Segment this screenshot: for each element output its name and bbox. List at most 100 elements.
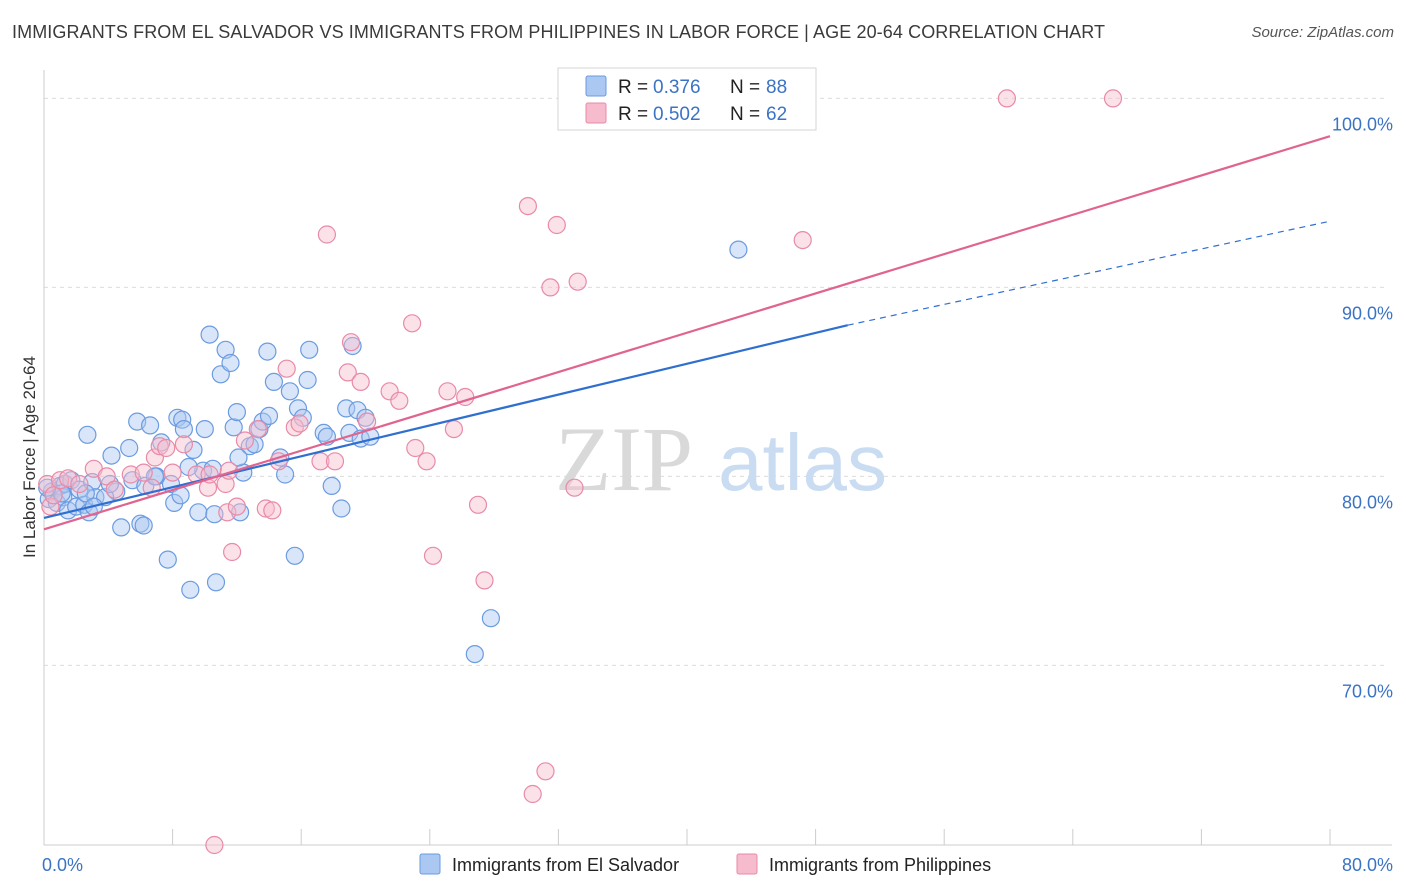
point-philippines-20 <box>205 835 224 855</box>
point-el-salvador-66 <box>332 499 351 518</box>
point-philippines-41 <box>380 382 399 401</box>
point-el-salvador-79 <box>229 448 248 467</box>
point-philippines-56 <box>547 215 566 235</box>
data-points <box>38 89 1123 855</box>
point-el-salvador-43 <box>221 353 240 373</box>
point-el-salvador-57 <box>280 382 299 401</box>
point-philippines-38 <box>341 333 361 352</box>
point-philippines-31 <box>277 359 296 378</box>
point-el-salvador-80 <box>465 644 484 664</box>
point-philippines-55 <box>541 278 560 297</box>
point-philippines-24 <box>223 542 242 562</box>
bottom-legend-swatch-el-salvador <box>419 853 441 875</box>
point-philippines-25 <box>227 497 246 516</box>
point-philippines-51 <box>475 571 494 590</box>
point-philippines-43 <box>403 314 422 333</box>
point-el-salvador-85 <box>134 516 153 535</box>
point-el-salvador-45 <box>227 403 246 422</box>
source-credit: Source: ZipAtlas.com <box>1251 24 1394 41</box>
point-philippines-28 <box>256 499 275 518</box>
legend-r-value-el-salvador: 0.376 <box>653 77 701 98</box>
point-el-salvador-18 <box>120 438 139 458</box>
y-tick-label-2: 80.0% <box>1342 492 1393 512</box>
point-philippines-15 <box>163 463 182 482</box>
point-philippines-26 <box>235 431 254 450</box>
point-el-salvador-33 <box>181 580 200 599</box>
point-philippines-45 <box>417 452 436 471</box>
x-tick-label-0: 0.0% <box>42 855 83 875</box>
point-philippines-36 <box>325 452 345 471</box>
watermark-zip: ZIP <box>555 408 693 510</box>
point-el-salvador-14 <box>78 425 97 444</box>
point-el-salvador-62 <box>300 340 319 359</box>
y-tick-label-0: 100.0% <box>1332 114 1393 134</box>
axes: 100.0% 90.0% 80.0% 70.0% 0.0% 80.0% <box>42 70 1393 875</box>
point-philippines-52 <box>518 197 538 216</box>
point-philippines-10 <box>134 463 153 482</box>
point-el-salvador-15 <box>102 446 121 465</box>
point-el-salvador-26 <box>158 550 177 569</box>
point-philippines-42 <box>390 391 409 410</box>
x-tick-label-1: 80.0% <box>1342 855 1393 875</box>
point-philippines-22 <box>218 503 237 522</box>
point-el-salvador-77 <box>145 467 164 486</box>
trend-line-el-salvador-extension <box>847 220 1331 326</box>
legend: R = 0.376 N = 88 R = 0.502 N = 62 <box>557 67 817 131</box>
point-philippines-13 <box>150 437 169 456</box>
point-philippines-33 <box>290 414 309 433</box>
legend-swatch-philippines <box>585 102 607 124</box>
point-philippines-27 <box>248 420 267 439</box>
point-el-salvador-32 <box>174 420 193 439</box>
point-el-salvador-82 <box>729 240 748 259</box>
point-philippines-44 <box>406 438 425 458</box>
legend-n-value-el-salvador: 88 <box>766 77 787 98</box>
point-el-salvador-61 <box>298 370 317 390</box>
bottom-legend-label-el-salvador: Immigrants from El Salvador <box>452 855 679 875</box>
point-philippines-40 <box>358 412 377 431</box>
point-el-salvador-37 <box>195 420 214 439</box>
watermark-atlas: atlas <box>718 418 887 507</box>
legend-n-value-philippines: 62 <box>766 104 787 125</box>
legend-r-label-philippines: R = <box>618 104 648 125</box>
point-philippines-34 <box>311 452 330 471</box>
point-el-salvador-17 <box>112 518 131 537</box>
point-philippines-54 <box>536 762 555 781</box>
point-philippines-53 <box>523 784 542 804</box>
point-el-salvador-65 <box>322 476 341 495</box>
point-philippines-39 <box>351 372 370 391</box>
point-el-salvador-44 <box>224 418 243 437</box>
point-philippines-8 <box>105 480 124 499</box>
point-el-salvador-23 <box>141 416 160 435</box>
point-philippines-5 <box>70 474 89 494</box>
point-philippines-59 <box>793 231 812 250</box>
y-tick-label-1: 90.0% <box>1342 303 1393 323</box>
point-el-salvador-35 <box>189 503 208 522</box>
y-axis-label: In Labor Force | Age 20-64 <box>20 356 39 558</box>
point-philippines-2 <box>44 486 63 505</box>
point-el-salvador-59 <box>288 399 308 418</box>
trend-line-philippines <box>43 135 1331 531</box>
legend-r-label-el-salvador: R = <box>618 77 648 98</box>
point-philippines-4 <box>58 469 78 488</box>
chart-title: IMMIGRANTS FROM EL SALVADOR VS IMMIGRANT… <box>12 22 1106 42</box>
point-el-salvador-46 <box>231 503 250 522</box>
point-philippines-47 <box>438 382 457 401</box>
trend-lines <box>43 135 1331 531</box>
legend-r-value-philippines: 0.502 <box>653 104 701 125</box>
point-philippines-50 <box>468 495 488 514</box>
point-philippines-1 <box>41 497 60 516</box>
point-philippines-61 <box>1103 89 1123 108</box>
legend-swatch-el-salvador <box>585 75 607 97</box>
point-el-salvador-34 <box>184 440 203 459</box>
point-philippines-60 <box>997 89 1017 108</box>
bottom-legend-label-philippines: Immigrants from Philippines <box>769 855 991 875</box>
point-philippines-7 <box>97 467 116 486</box>
point-philippines-37 <box>338 363 357 382</box>
point-philippines-16 <box>174 435 193 454</box>
bottom-legend-swatch-philippines <box>736 853 758 875</box>
point-el-salvador-40 <box>206 573 226 592</box>
point-el-salvador-75 <box>76 484 95 503</box>
gridlines <box>44 97 1388 666</box>
point-el-salvador-58 <box>285 546 304 565</box>
